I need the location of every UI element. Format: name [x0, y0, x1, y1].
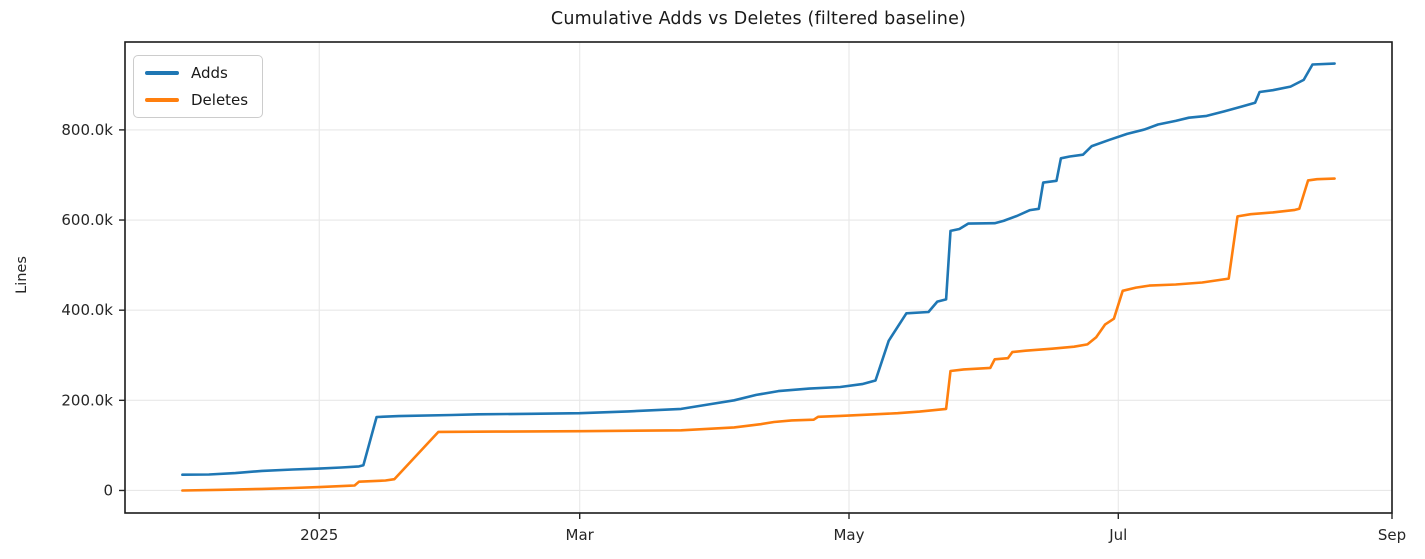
x-tick-label: Jul — [1108, 526, 1127, 544]
x-tick-label: 2025 — [300, 526, 338, 544]
y-tick-label: 600.0k — [61, 211, 113, 229]
x-tick-label: Mar — [566, 526, 595, 544]
y-tick-label: 400.0k — [61, 301, 113, 319]
series-line-adds — [181, 62, 1336, 477]
x-tick-label: May — [833, 526, 864, 544]
y-tick-label: 200.0k — [61, 391, 113, 409]
y-tick-label: 800.0k — [61, 121, 113, 139]
adds-line-swatch — [145, 71, 179, 75]
legend-item-adds: Adds — [145, 64, 248, 82]
legend: Adds Deletes — [133, 55, 264, 118]
chart-title: Cumulative Adds vs Deletes (filtered bas… — [550, 9, 967, 29]
legend-label-adds: Adds — [191, 64, 228, 82]
legend-label-deletes: Deletes — [191, 91, 249, 109]
axes-spines — [124, 41, 1393, 514]
y-tick-label: 0 — [103, 481, 113, 499]
series-line-deletes — [181, 177, 1336, 492]
deletes-line-swatch — [145, 98, 179, 102]
x-tick-label: Sep — [1378, 526, 1406, 544]
legend-item-deletes: Deletes — [145, 91, 248, 109]
